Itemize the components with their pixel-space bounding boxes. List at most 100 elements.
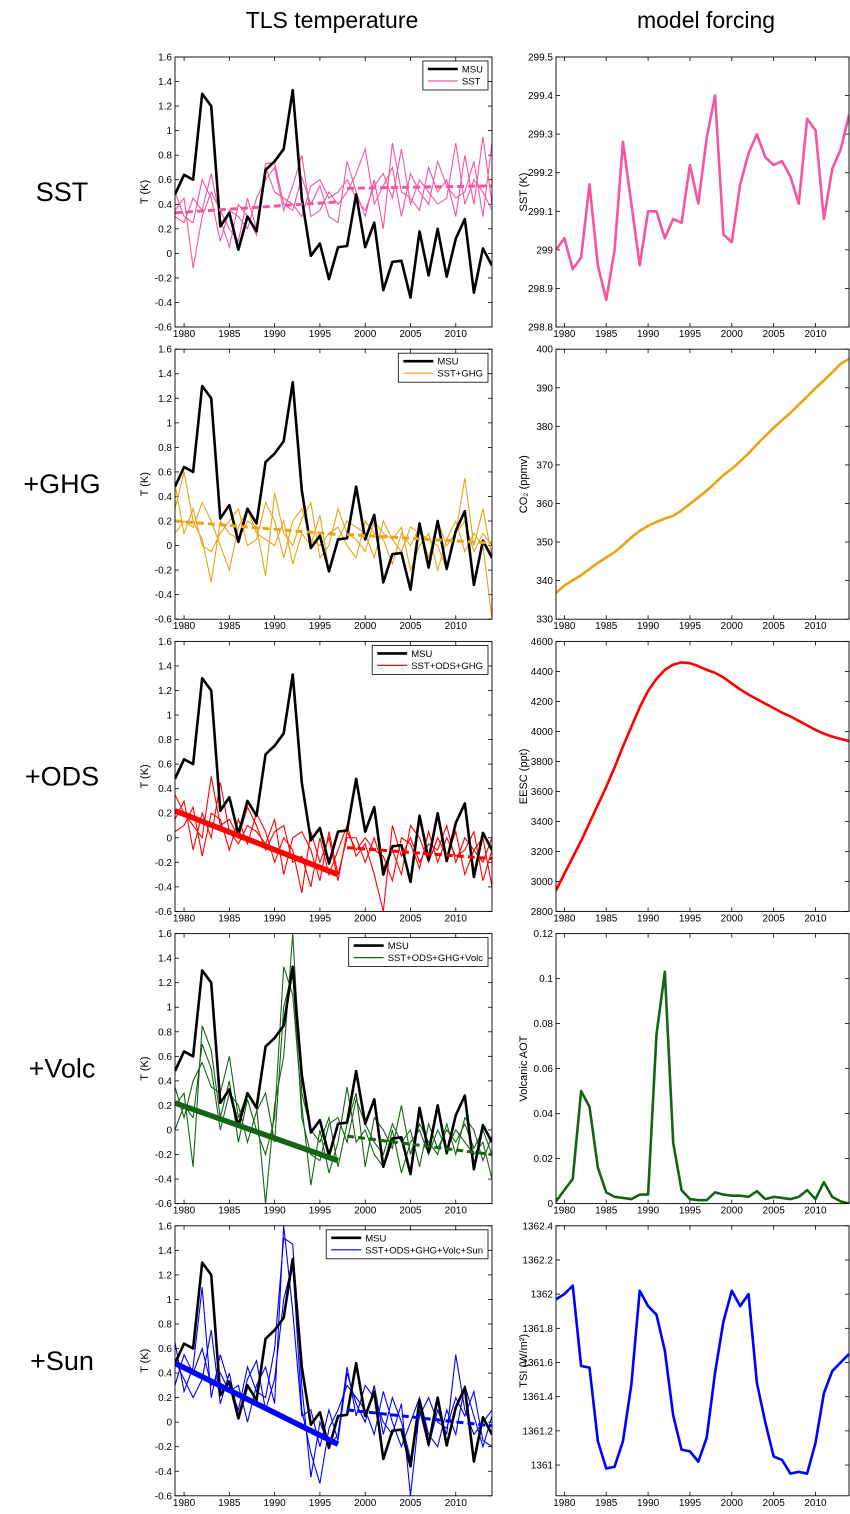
y-tick-label: 1 bbox=[166, 418, 172, 429]
y-tick-label: 0.4 bbox=[158, 1369, 172, 1380]
x-tick-label: 2000 bbox=[721, 1498, 744, 1509]
y-tick-label: 1361.8 bbox=[522, 1324, 553, 1335]
y-tick-label: 1361.2 bbox=[522, 1426, 553, 1437]
series-line bbox=[556, 94, 849, 302]
series-line bbox=[556, 661, 849, 891]
plot-frame bbox=[555, 348, 850, 620]
ensemble-line bbox=[175, 136, 492, 269]
y-tick-label: 1.2 bbox=[158, 102, 172, 113]
x-tick-label: 2005 bbox=[763, 913, 786, 924]
x-tick-label: 2005 bbox=[763, 329, 786, 340]
y-tick-label: 3800 bbox=[531, 757, 554, 768]
y-tick-label: 0.8 bbox=[158, 735, 172, 746]
legend-label: MSU bbox=[411, 649, 432, 660]
y-tick-label: 340 bbox=[536, 576, 553, 587]
y-tick-label: 0.4 bbox=[158, 492, 172, 503]
y-tick-label: 1361.6 bbox=[522, 1358, 553, 1369]
y-tick-label: 4200 bbox=[531, 697, 554, 708]
y-tick-label: 3400 bbox=[531, 817, 554, 828]
y-tick-label: 0.6 bbox=[158, 175, 172, 186]
x-tick-label: 1995 bbox=[679, 329, 702, 340]
y-tick-label: 1.4 bbox=[158, 77, 172, 88]
y-tick-label: 0.06 bbox=[534, 1064, 554, 1075]
y-tick-label: 0.1 bbox=[539, 974, 553, 985]
y-tick-label: 3600 bbox=[531, 787, 554, 798]
y-tick-label: 2800 bbox=[531, 907, 554, 918]
y-tick-label: 299 bbox=[536, 245, 553, 256]
ensemble-line bbox=[175, 1262, 492, 1484]
plot-area bbox=[175, 933, 492, 1204]
panel: -0.6 -0.4 -0.2 0 0.2 0.4 0.6 0.8 1 1.2 1.4 1.6 1980 1… bbox=[139, 345, 493, 632]
x-tick-label: 1990 bbox=[637, 621, 660, 632]
x-tick-label: 2000 bbox=[721, 1206, 744, 1217]
plot-area bbox=[556, 349, 849, 620]
legend-label: MSU bbox=[437, 357, 458, 368]
series-line bbox=[556, 970, 849, 1204]
x-tick-label: 2010 bbox=[445, 913, 468, 924]
legend-box bbox=[422, 60, 489, 91]
plot-frame bbox=[555, 933, 850, 1205]
x-tick-label: 1995 bbox=[679, 913, 702, 924]
lines bbox=[556, 357, 849, 594]
y-tick-label: 1.2 bbox=[158, 1270, 172, 1281]
x-tick-label: 2010 bbox=[445, 1498, 468, 1509]
series-line bbox=[175, 1257, 492, 1468]
series-line bbox=[175, 88, 492, 299]
plot-area bbox=[556, 641, 849, 912]
x-tick-label: 1995 bbox=[309, 1498, 332, 1509]
plot-frame bbox=[555, 640, 850, 912]
y-tick-label: 0.8 bbox=[158, 1319, 172, 1330]
y-tick-label: 0.8 bbox=[158, 151, 172, 162]
y-tick-label: 299.2 bbox=[528, 168, 553, 179]
y-tick-label: -0.4 bbox=[155, 590, 173, 601]
x-tick-label: 1980 bbox=[553, 329, 576, 340]
y-tick-label: 4600 bbox=[531, 637, 554, 648]
x-tick-label: 1995 bbox=[309, 329, 332, 340]
y-tick-label: 1.4 bbox=[158, 369, 172, 380]
y-tick-label: 360 bbox=[536, 499, 553, 510]
x-tick-label: 2010 bbox=[804, 621, 827, 632]
ensemble-line bbox=[175, 471, 492, 620]
plot-area bbox=[175, 57, 492, 327]
panel: -0.6 -0.4 -0.2 0 0.2 0.4 0.6 0.8 1 1.2 1.4 1.6 1980 1… bbox=[139, 929, 493, 1217]
x-tick-label: 1995 bbox=[679, 1498, 702, 1509]
x-tick-label: 1990 bbox=[637, 1206, 660, 1217]
x-tick-label: 1985 bbox=[595, 1206, 618, 1217]
x-tick-label: 1980 bbox=[173, 1498, 196, 1509]
x-tick-label: 1980 bbox=[173, 621, 196, 632]
x-tick-label: 1985 bbox=[218, 329, 241, 340]
y-tick-label: 299.1 bbox=[528, 207, 553, 218]
plot-area bbox=[556, 1225, 849, 1496]
x-tick-label: 2000 bbox=[354, 1498, 377, 1509]
trend-line bbox=[175, 1100, 339, 1164]
x-tick-label: 2000 bbox=[354, 913, 377, 924]
y-tick-label: 1362.4 bbox=[522, 1221, 553, 1232]
x-tick-label: 2000 bbox=[721, 329, 744, 340]
legend-label: SST+ODS+GHG+Volc bbox=[388, 953, 484, 964]
y-axis-label: CO₂ (ppmv) bbox=[518, 455, 530, 513]
x-tick-label: 2010 bbox=[445, 329, 468, 340]
y-tick-label: 1.2 bbox=[158, 978, 172, 989]
y-tick-label: -0.6 bbox=[155, 1199, 173, 1210]
y-tick-label: -0.6 bbox=[155, 907, 173, 918]
x-tick-label: 2005 bbox=[399, 913, 422, 924]
x-tick-label: 1980 bbox=[553, 913, 576, 924]
panel: 330 340 350 360 370 380 390 400 1980 1985 1990 1995… bbox=[518, 345, 850, 632]
x-tick-label: 2005 bbox=[763, 621, 786, 632]
y-tick-label: 1.6 bbox=[158, 929, 172, 940]
ensemble-line bbox=[175, 970, 492, 1167]
x-tick-label: 1995 bbox=[309, 621, 332, 632]
y-tick-label: 1361.4 bbox=[522, 1392, 553, 1403]
plot-frame bbox=[174, 1225, 493, 1497]
y-tick-label: -0.6 bbox=[155, 1491, 173, 1502]
y-tick-label: 400 bbox=[536, 345, 553, 356]
y-tick-label: 1.4 bbox=[158, 1246, 172, 1257]
y-tick-label: -0.6 bbox=[155, 323, 173, 334]
plot-frame bbox=[174, 348, 493, 620]
lines bbox=[556, 94, 849, 302]
x-tick-label: 1980 bbox=[173, 1206, 196, 1217]
